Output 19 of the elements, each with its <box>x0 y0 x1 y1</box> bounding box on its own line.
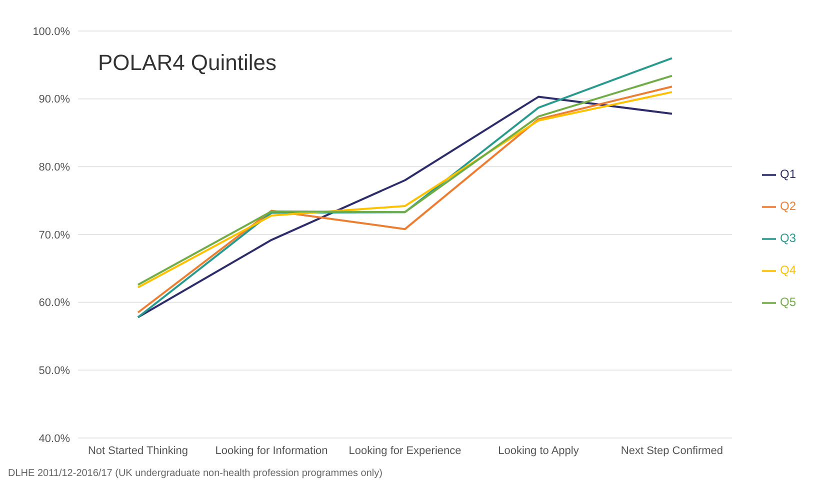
text: POLAR4 Quintiles <box>98 50 277 76</box>
y-tick-label: 70.0% <box>38 229 70 242</box>
legend-label: Q2 <box>780 199 796 213</box>
y-tick-label: 100.0% <box>32 26 70 38</box>
y-tick-label: 50.0% <box>38 365 70 378</box>
x-tick-label: Looking for Information <box>215 444 328 457</box>
y-tick-label: 60.0% <box>38 297 70 310</box>
legend-label: Q4 <box>780 263 796 277</box>
y-tick-label: 40.0% <box>38 432 70 445</box>
legend-label: Q5 <box>780 295 796 309</box>
text: DLHE 2011/12-2016/17 (UK undergraduate non-health profession programmes only) <box>8 468 382 479</box>
legend-label: Q3 <box>780 231 796 245</box>
legend-label: Q1 <box>780 167 796 181</box>
x-tick-label: Looking to Apply <box>498 444 580 457</box>
y-tick-label: 80.0% <box>38 162 70 174</box>
x-tick-label: Looking for Experience <box>348 444 462 457</box>
x-tick-label: Not Started Thinking <box>88 444 188 457</box>
x-tick-label: Next Step Confirmed <box>620 444 724 457</box>
y-tick-label: 90.0% <box>38 94 70 106</box>
